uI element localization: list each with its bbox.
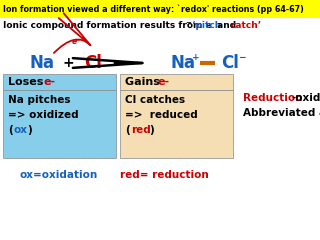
Text: Na: Na xyxy=(29,54,54,72)
Bar xyxy=(120,74,233,90)
Text: Na: Na xyxy=(171,54,196,72)
Text: Cl: Cl xyxy=(84,54,102,72)
Text: (: ( xyxy=(8,125,13,135)
Text: Abbreviated as Red: Abbreviated as Red xyxy=(243,108,320,118)
Text: +: + xyxy=(62,56,74,70)
Text: ): ) xyxy=(27,125,32,135)
Text: Loses: Loses xyxy=(8,77,47,87)
Text: ): ) xyxy=(149,125,154,135)
Text: +: + xyxy=(192,53,200,61)
Text: Cl: Cl xyxy=(221,54,239,72)
Text: red: red xyxy=(131,125,151,135)
Text: (: ( xyxy=(125,125,130,135)
Text: catch’: catch’ xyxy=(231,22,262,30)
Bar xyxy=(120,90,233,158)
Text: Na pitches: Na pitches xyxy=(8,95,70,105)
Text: −: − xyxy=(238,53,246,61)
Text: e-: e- xyxy=(158,77,170,87)
Bar xyxy=(3,74,116,90)
Text: => oxidized: => oxidized xyxy=(8,110,79,120)
Text: ox: ox xyxy=(14,125,28,135)
Text: and: and xyxy=(214,22,239,30)
Text: =>  reduced: => reduced xyxy=(125,110,198,120)
Text: e⁻: e⁻ xyxy=(71,37,81,47)
Text: Cl catches: Cl catches xyxy=(125,95,185,105)
Text: -oxidation: -oxidation xyxy=(292,93,320,103)
Text: e-: e- xyxy=(43,77,55,87)
Text: ox=oxidation: ox=oxidation xyxy=(20,170,98,180)
Text: Reduction: Reduction xyxy=(243,93,302,103)
Bar xyxy=(3,90,116,158)
Text: Ionic compound formation results from e: Ionic compound formation results from e xyxy=(3,22,212,30)
Text: red= reduction: red= reduction xyxy=(120,170,209,180)
Text: Gains: Gains xyxy=(125,77,164,87)
Text: −: − xyxy=(185,20,191,26)
Text: Ion formation viewed a different way: `redox' reactions (pp 64-67): Ion formation viewed a different way: `r… xyxy=(3,4,304,14)
Bar xyxy=(0,0,320,18)
Text: ‘pitch: ‘pitch xyxy=(189,22,221,30)
